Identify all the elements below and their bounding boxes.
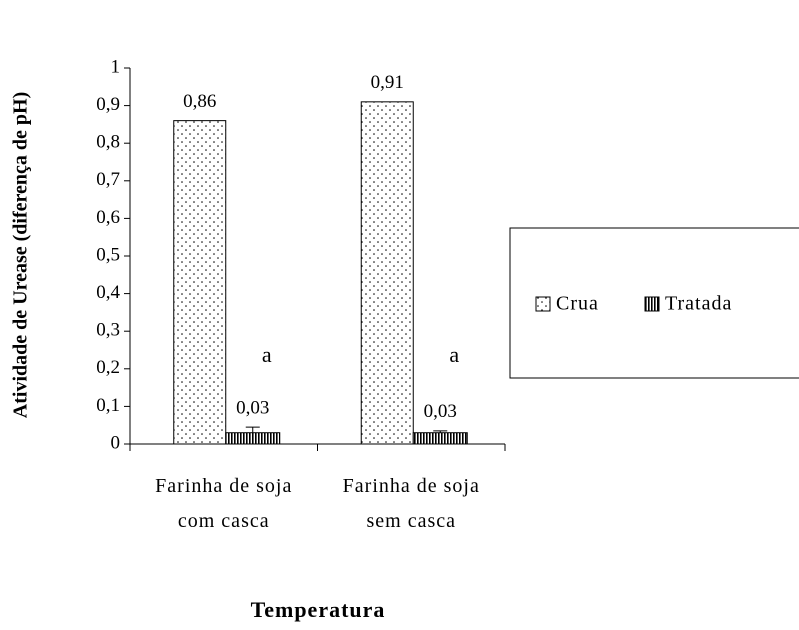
x-tick-label: Farinha de soja sem casca [342, 475, 480, 532]
value-label: 0,91 [371, 72, 404, 93]
legend-label: Tratada [665, 293, 732, 315]
value-label: 0,03 [236, 397, 269, 418]
y-tick-label: 0,5 [96, 244, 120, 265]
x-axis-title: Temperatura [251, 597, 386, 622]
y-tick-label: 0,1 [96, 395, 120, 416]
legend-label: Crua [556, 293, 599, 315]
y-tick-label: 0 [111, 432, 121, 453]
bar [412, 432, 468, 445]
y-tick-label: 0,7 [96, 169, 120, 190]
y-axis-title: Atividade de Urease (diferença de pH) [10, 92, 32, 418]
significance-label: a [449, 342, 459, 367]
y-tick-label: 0,4 [96, 282, 120, 303]
legend-swatch [535, 296, 551, 312]
y-tick-label: 0,8 [96, 132, 120, 153]
x-tick-label: Farinha de soja com casca [155, 475, 293, 532]
bar [360, 101, 414, 445]
y-tick-label: 0,2 [96, 357, 120, 378]
y-tick-label: 0,3 [96, 320, 120, 341]
error-bar [245, 426, 260, 433]
bar [225, 432, 281, 445]
y-tick-label: 0,6 [96, 207, 120, 228]
bar [173, 120, 227, 445]
y-tick-label: 0,9 [96, 94, 120, 115]
error-bar [433, 430, 448, 433]
y-tick-label: 1 [111, 56, 121, 77]
value-label: 0,03 [424, 401, 457, 422]
significance-label: a [262, 342, 272, 367]
legend-swatch [644, 296, 660, 312]
value-label: 0,86 [183, 91, 216, 112]
